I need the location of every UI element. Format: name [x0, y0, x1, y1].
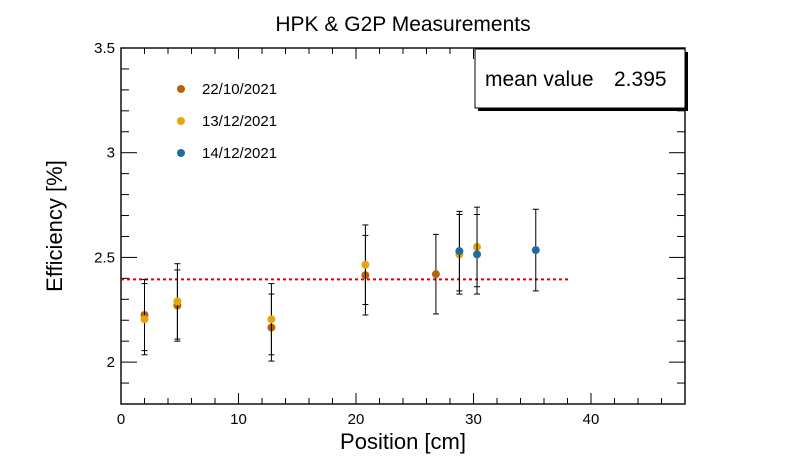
y-tick-label: 3 — [107, 145, 115, 162]
y-tick-label: 2 — [107, 354, 115, 371]
data-point — [455, 247, 464, 256]
legend: 22/10/2021 13/12/2021 14/12/2021 — [177, 81, 277, 162]
legend-label: 14/12/2021 — [202, 145, 277, 162]
x-tick-label: 10 — [230, 411, 247, 428]
data-point — [431, 270, 440, 279]
legend-marker — [177, 149, 185, 157]
legend-label: 13/12/2021 — [202, 113, 277, 130]
mean-value-number: 2.395 — [614, 68, 667, 91]
y-tick-label: 2.5 — [94, 249, 115, 266]
x-tick-label: 0 — [117, 411, 125, 428]
data-point — [473, 250, 482, 259]
x-tick-label: 20 — [348, 411, 365, 428]
data-point — [531, 246, 540, 255]
mean-box-frame — [474, 48, 686, 109]
x-tick-label: 40 — [583, 411, 600, 428]
legend-marker — [177, 117, 185, 125]
y-tick-label: 3.5 — [94, 40, 115, 57]
chart-title: HPK & G2P Measurements — [275, 13, 530, 36]
data-point — [140, 315, 149, 324]
data-point — [173, 297, 182, 306]
mean-value-box: mean value 2.395 — [474, 48, 688, 111]
axis-ticks: 0 10 20 30 40 2 2.5 3 3.5 — [94, 40, 685, 428]
legend-label: 22/10/2021 — [202, 81, 277, 98]
data-points — [140, 206, 540, 362]
y-axis-label: Efficiency [%] — [42, 160, 67, 292]
mean-value-label: mean value — [485, 68, 594, 91]
x-axis-label: Position [cm] — [340, 429, 466, 454]
data-point — [361, 260, 370, 269]
legend-marker — [177, 85, 185, 93]
data-point — [267, 315, 276, 324]
x-tick-label: 30 — [465, 411, 482, 428]
